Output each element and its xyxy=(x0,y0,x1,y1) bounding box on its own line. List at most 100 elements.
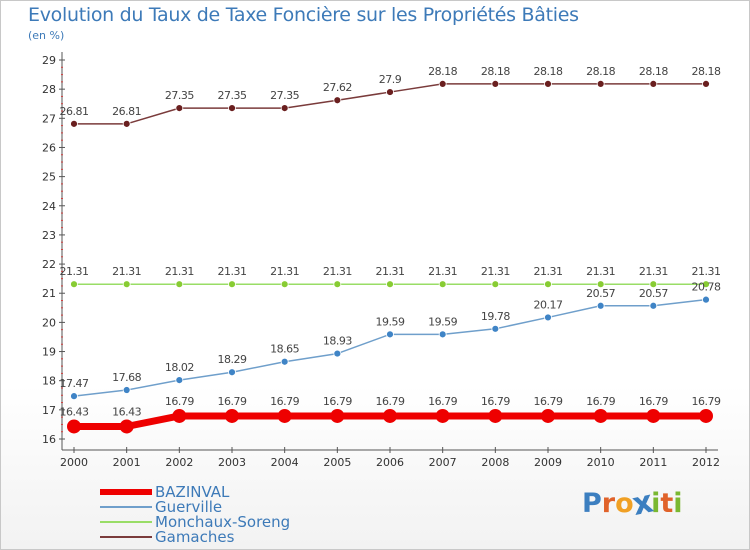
data-point-bazinval xyxy=(119,419,134,434)
legend-swatch xyxy=(100,521,152,523)
data-label-monchaux-soreng: 21.31 xyxy=(639,265,668,278)
data-point-monchaux-soreng xyxy=(438,280,447,289)
data-label-gamaches: 28.18 xyxy=(534,65,563,78)
y-tick-label: 25 xyxy=(42,171,56,184)
x-tick-label: 2003 xyxy=(218,456,246,469)
data-point-guerville xyxy=(70,392,78,401)
legend-label: Guerville xyxy=(155,498,223,516)
data-label-bazinval: 16.43 xyxy=(112,405,141,418)
legend-swatch xyxy=(100,489,152,495)
x-tick-label: 2004 xyxy=(271,456,299,469)
y-tick-label: 29 xyxy=(42,54,56,67)
data-point-gamaches xyxy=(228,104,236,113)
data-point-bazinval xyxy=(172,408,187,423)
data-point-monchaux-soreng xyxy=(702,280,710,289)
data-point-guerville xyxy=(491,324,500,333)
data-point-guerville xyxy=(228,368,236,377)
data-point-bazinval xyxy=(593,408,608,423)
data-point-gamaches xyxy=(491,80,500,88)
data-label-monchaux-soreng: 21.31 xyxy=(165,265,194,278)
data-label-bazinval: 16.79 xyxy=(692,395,721,408)
data-point-bazinval xyxy=(699,408,713,423)
legend-label: Monchaux-Soreng xyxy=(155,513,291,531)
legend-label: BAZINVAL xyxy=(155,483,230,501)
x-tick-label: 2002 xyxy=(165,456,193,469)
x-tick-label: 2009 xyxy=(534,456,562,469)
y-tick-label: 23 xyxy=(42,229,56,242)
data-label-gamaches: 26.81 xyxy=(112,105,141,118)
data-point-bazinval xyxy=(488,408,503,423)
y-tick-label: 18 xyxy=(42,375,56,388)
x-tick-label: 2011 xyxy=(639,456,667,469)
legend-swatch xyxy=(100,506,152,508)
data-point-bazinval xyxy=(646,408,661,423)
data-point-monchaux-soreng xyxy=(280,280,289,289)
data-label-gamaches: 28.18 xyxy=(586,65,615,78)
data-point-bazinval xyxy=(330,408,345,423)
data-label-bazinval: 16.79 xyxy=(534,395,563,408)
data-label-monchaux-soreng: 21.31 xyxy=(481,265,510,278)
data-point-guerville xyxy=(649,301,658,310)
data-label-guerville: 17.68 xyxy=(112,371,141,384)
x-tick-label: 2007 xyxy=(429,456,457,469)
data-point-guerville xyxy=(544,313,552,322)
data-label-guerville: 19.78 xyxy=(481,310,510,323)
x-tick-label: 2008 xyxy=(481,456,509,469)
x-tick-label: 2010 xyxy=(587,456,615,469)
y-tick-label: 26 xyxy=(42,141,56,154)
y-tick-label: 21 xyxy=(42,287,56,300)
data-point-guerville xyxy=(333,349,342,358)
data-point-monchaux-soreng xyxy=(122,280,131,289)
data-point-guerville xyxy=(438,330,447,339)
x-tick-label: 2012 xyxy=(692,456,720,469)
data-label-bazinval: 16.79 xyxy=(481,395,510,408)
data-point-monchaux-soreng xyxy=(70,280,78,289)
y-tick-label: 22 xyxy=(42,258,56,271)
data-label-gamaches: 26.81 xyxy=(60,105,89,118)
data-label-guerville: 20.78 xyxy=(692,281,721,294)
chart-title: Evolution du Taux de Taxe Foncière sur l… xyxy=(28,4,579,26)
data-point-monchaux-soreng xyxy=(175,280,184,289)
data-label-monchaux-soreng: 21.31 xyxy=(376,265,405,278)
data-label-monchaux-soreng: 21.31 xyxy=(428,265,457,278)
data-point-gamaches xyxy=(438,80,447,88)
data-point-gamaches xyxy=(333,96,342,105)
data-label-bazinval: 16.79 xyxy=(323,395,352,408)
data-label-bazinval: 16.79 xyxy=(376,395,405,408)
data-label-guerville: 19.59 xyxy=(428,315,457,328)
data-point-gamaches xyxy=(122,119,131,128)
data-label-bazinval: 16.79 xyxy=(639,395,668,408)
data-point-gamaches xyxy=(175,104,184,113)
data-point-bazinval xyxy=(67,419,81,434)
data-label-monchaux-soreng: 21.31 xyxy=(218,265,247,278)
y-tick-label: 17 xyxy=(42,404,56,417)
data-label-bazinval: 16.79 xyxy=(165,395,194,408)
data-label-monchaux-soreng: 21.31 xyxy=(323,265,352,278)
y-tick-label: 20 xyxy=(42,316,56,329)
data-label-gamaches: 27.62 xyxy=(323,81,352,94)
x-tick-label: 2006 xyxy=(376,456,404,469)
data-label-bazinval: 16.43 xyxy=(60,405,89,418)
data-label-gamaches: 27.35 xyxy=(165,89,194,102)
y-tick-label: 16 xyxy=(42,433,56,446)
x-tick-label: 2000 xyxy=(60,456,88,469)
legend-item-bazinval: BAZINVAL xyxy=(100,484,400,500)
data-label-monchaux-soreng: 21.31 xyxy=(534,265,563,278)
data-point-bazinval xyxy=(277,408,292,423)
data-label-guerville: 19.59 xyxy=(376,315,405,328)
data-label-monchaux-soreng: 21.31 xyxy=(586,265,615,278)
data-point-monchaux-soreng xyxy=(649,280,658,289)
proxiti-logo: Proxiti xyxy=(582,483,683,524)
data-label-guerville: 18.29 xyxy=(218,353,247,366)
legend-item-monchaux-soreng: Monchaux-Soreng xyxy=(100,514,400,530)
series-line-guerville xyxy=(73,298,707,397)
data-point-bazinval xyxy=(541,408,555,423)
data-point-gamaches xyxy=(544,80,552,88)
data-point-gamaches xyxy=(70,119,78,128)
legend-item-gamaches: Gamaches xyxy=(100,529,400,545)
data-label-guerville: 18.02 xyxy=(165,361,194,374)
data-label-guerville: 20.57 xyxy=(639,287,668,300)
data-point-monchaux-soreng xyxy=(386,280,394,289)
